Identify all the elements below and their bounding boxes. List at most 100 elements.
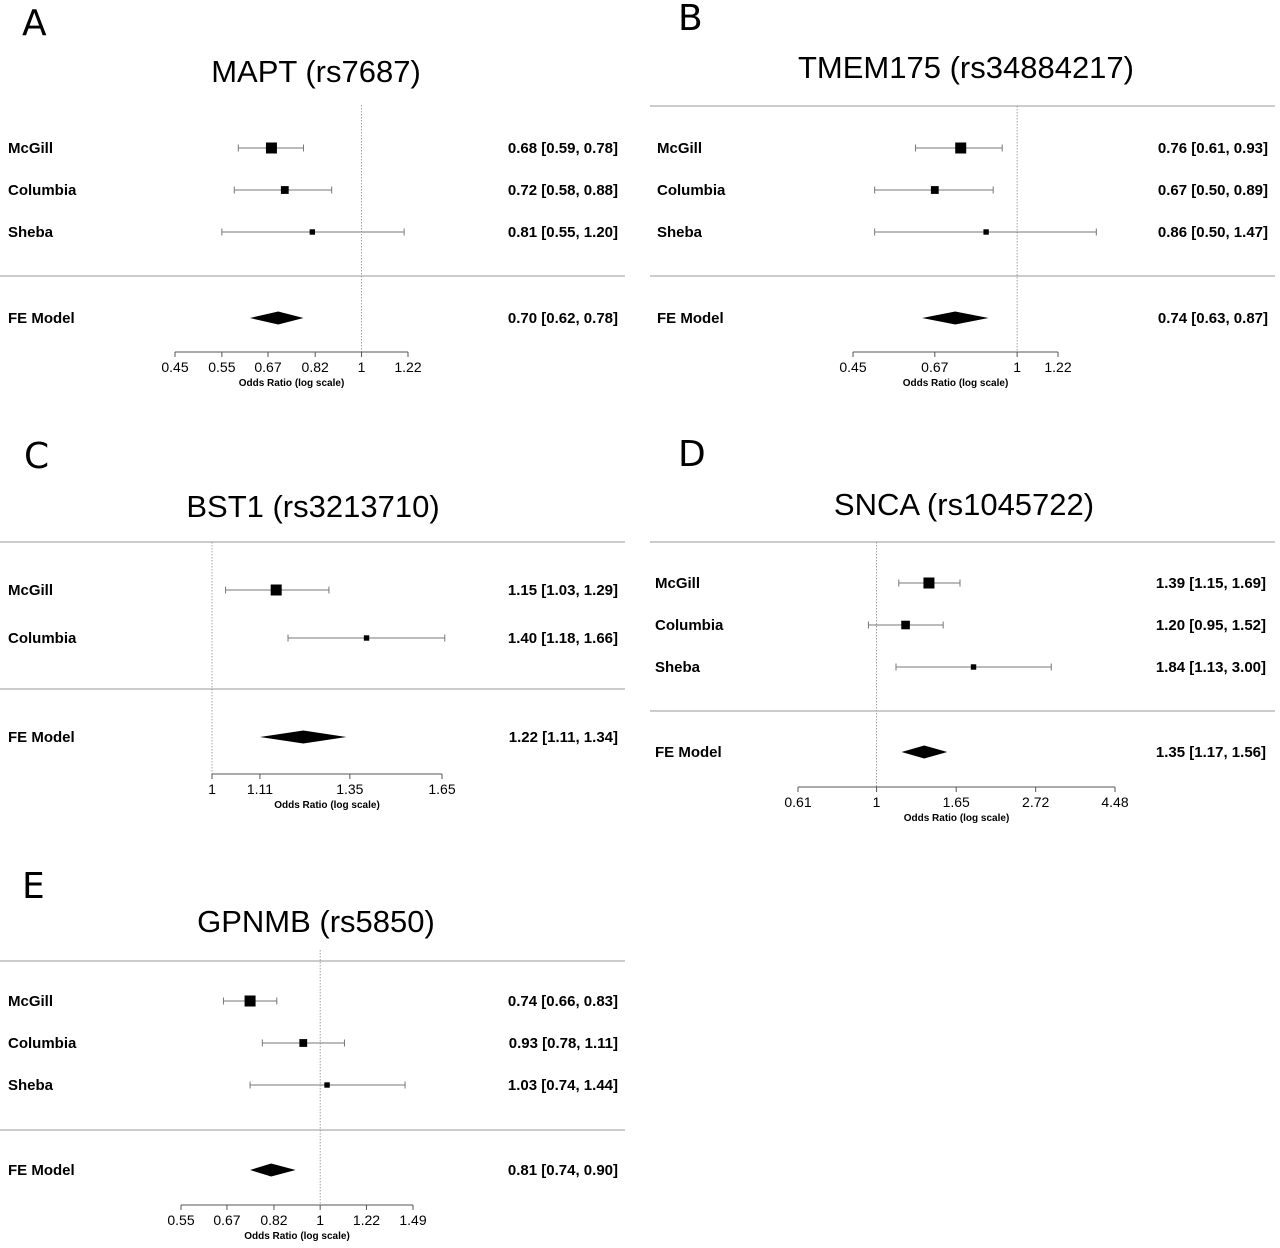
summary-row: FE Model 1.35 [1.17, 1.56]	[655, 744, 1266, 761]
summary-row: FE Model 0.74 [0.63, 0.87]	[657, 310, 1268, 327]
study-row: Columbia 0.67 [0.50, 0.89]	[657, 182, 1268, 199]
estimate-label: 0.86 [0.50, 1.47]	[1158, 224, 1268, 241]
study-name: Columbia	[8, 182, 77, 199]
x-axis-label: Odds Ratio (log scale)	[239, 378, 345, 389]
summary-row: FE Model 1.22 [1.11, 1.34]	[8, 729, 618, 746]
x-tick-label: 0.45	[839, 359, 866, 375]
x-tick-label: 1	[1013, 359, 1021, 375]
estimate-label: 1.20 [0.95, 1.52]	[1156, 617, 1266, 634]
study-row: Sheba 0.86 [0.50, 1.47]	[657, 224, 1268, 241]
study-name: Sheba	[8, 224, 54, 241]
x-tick-label: 1	[358, 359, 366, 375]
study-name: Sheba	[655, 659, 701, 676]
point-estimate	[930, 186, 939, 194]
chart-title: BST1 (rs3213710)	[186, 489, 439, 524]
x-tick-label: 2.72	[1022, 794, 1049, 810]
chart-title: GPNMB (rs5850)	[197, 904, 435, 939]
x-tick-label: 0.67	[254, 359, 281, 375]
point-estimate	[265, 142, 277, 154]
study-name: McGill	[8, 582, 53, 599]
forest-plot-svg: E GPNMB (rs5850) McGill 0.74 [0.66, 0.83] Co…	[0, 866, 625, 1242]
panel-letter: E	[22, 866, 45, 907]
estimate-label: 0.76 [0.61, 0.93]	[1158, 140, 1268, 157]
point-estimate	[901, 620, 910, 630]
point-estimate	[923, 577, 935, 589]
summary-name: FE Model	[657, 310, 724, 327]
study-row: Sheba 1.03 [0.74, 1.44]	[8, 1077, 618, 1094]
study-row: McGill 1.15 [1.03, 1.29]	[8, 582, 618, 599]
x-tick-label: 0.67	[213, 1212, 240, 1228]
x-axis: 0.61 1 1.65 2.72 4.48 Odds Ratio (log scale)	[784, 786, 1129, 824]
forest-plot-c: C BST1 (rs3213710) McGill 1.15 [1.03, 1.29]…	[0, 420, 640, 830]
summary-diamond	[922, 311, 989, 325]
x-tick-label: 0.55	[167, 1212, 194, 1228]
estimate-label: 1.39 [1.15, 1.69]	[1156, 575, 1266, 592]
x-axis-label: Odds Ratio (log scale)	[274, 800, 380, 811]
chart-title: SNCA (rs1045722)	[834, 487, 1094, 522]
x-tick-label: 1.22	[1044, 359, 1071, 375]
chart-title: TMEM175 (rs34884217)	[798, 50, 1134, 85]
x-tick-label: 1.49	[399, 1212, 426, 1228]
estimate-label: 1.40 [1.18, 1.66]	[508, 630, 618, 647]
summary-label: 1.22 [1.11, 1.34]	[509, 729, 618, 746]
study-row: Columbia 1.20 [0.95, 1.52]	[655, 617, 1266, 634]
x-tick-label: 0.67	[921, 359, 948, 375]
summary-name: FE Model	[655, 744, 722, 761]
summary-label: 1.35 [1.17, 1.56]	[1156, 744, 1266, 761]
summary-row: FE Model 0.81 [0.74, 0.90]	[8, 1162, 618, 1179]
summary-label: 0.81 [0.74, 0.90]	[508, 1162, 618, 1179]
summary-diamond	[259, 730, 347, 744]
point-estimate	[270, 584, 282, 596]
x-axis-label: Odds Ratio (log scale)	[904, 813, 1010, 824]
estimate-label: 1.03 [0.74, 1.44]	[508, 1077, 618, 1094]
x-tick-label: 0.82	[302, 359, 329, 375]
x-tick-label: 0.82	[260, 1212, 287, 1228]
forest-plot-a: A MAPT (rs7687) McGill 0.68 [0.59, 0.78] Col…	[0, 0, 640, 400]
x-tick-label: 1	[316, 1212, 324, 1228]
x-axis: 1 1.11 1.35 1.65 Odds Ratio (log scale)	[208, 773, 456, 811]
study-name: Sheba	[657, 224, 703, 241]
study-row: Sheba 0.81 [0.55, 1.20]	[8, 224, 618, 241]
summary-name: FE Model	[8, 310, 75, 327]
x-axis: 0.45 0.55 0.67 0.82 1 1.22 Odds Ratio (log sca…	[161, 351, 422, 389]
study-row: McGill 1.39 [1.15, 1.69]	[655, 575, 1266, 592]
study-name: McGill	[657, 140, 702, 157]
panel-letter: C	[24, 436, 49, 477]
panel-letter: B	[678, 0, 703, 39]
study-row: McGill 0.76 [0.61, 0.93]	[657, 140, 1268, 157]
x-tick-label: 1.65	[428, 781, 455, 797]
panel-letter: A	[22, 3, 47, 44]
study-name: Columbia	[657, 182, 726, 199]
estimate-label: 0.93 [0.78, 1.11]	[509, 1035, 618, 1052]
point-estimate	[983, 229, 989, 235]
x-tick-label: 1.65	[943, 794, 970, 810]
summary-name: FE Model	[8, 1162, 75, 1179]
forest-plot-d: D SNCA (rs1045722) McGill 1.39 [1.15, 1.69]…	[640, 420, 1280, 840]
estimate-label: 0.81 [0.55, 1.20]	[508, 224, 618, 241]
study-row: Sheba 1.84 [1.13, 3.00]	[655, 659, 1266, 676]
estimate-label: 0.68 [0.59, 0.78]	[508, 140, 618, 157]
study-row: Columbia 0.72 [0.58, 0.88]	[8, 182, 618, 199]
x-tick-label: 0.61	[784, 794, 811, 810]
x-tick-label: 1.11	[247, 781, 273, 797]
summary-label: 0.74 [0.63, 0.87]	[1158, 310, 1268, 327]
study-row: McGill 0.74 [0.66, 0.83]	[8, 993, 618, 1010]
study-row: Columbia 0.93 [0.78, 1.11]	[8, 1035, 618, 1052]
x-tick-label: 0.55	[208, 359, 235, 375]
study-name: Columbia	[8, 1035, 77, 1052]
point-estimate	[244, 995, 256, 1007]
study-name: Columbia	[8, 630, 77, 647]
forest-plot-e: E GPNMB (rs5850) McGill 0.74 [0.66, 0.83] Co…	[0, 850, 640, 1248]
summary-diamond	[901, 745, 948, 759]
study-name: McGill	[8, 140, 53, 157]
chart-title: MAPT (rs7687)	[211, 54, 421, 89]
summary-name: FE Model	[8, 729, 75, 746]
study-name: McGill	[655, 575, 700, 592]
study-row: Columbia 1.40 [1.18, 1.66]	[8, 630, 618, 647]
summary-diamond	[249, 311, 304, 325]
x-tick-label: 0.45	[161, 359, 188, 375]
x-tick-label: 4.48	[1101, 794, 1128, 810]
estimate-label: 1.84 [1.13, 3.00]	[1156, 659, 1266, 676]
forest-plot-svg: C BST1 (rs3213710) McGill 1.15 [1.03, 1.29]…	[0, 436, 625, 811]
point-estimate	[280, 186, 289, 194]
